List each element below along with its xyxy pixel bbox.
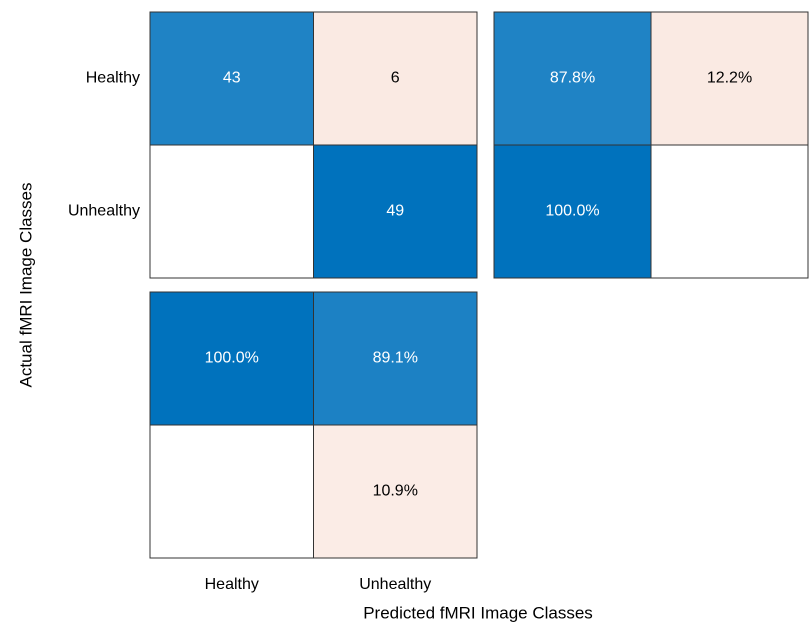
cell-label: 49 <box>386 203 404 220</box>
cell-label: 12.2% <box>707 70 752 87</box>
y-tick-label: Healthy <box>86 70 140 87</box>
x-axis-label: Predicted fMRI Image Classes <box>363 603 593 622</box>
y-axis-label: Actual fMRI Image Classes <box>16 182 35 387</box>
cell <box>313 144 478 279</box>
cell <box>149 291 314 426</box>
cell <box>313 291 478 426</box>
x-tick-label: Healthy <box>205 576 259 593</box>
cell-label: 89.1% <box>373 350 418 367</box>
y-tick-label: Unhealthy <box>68 203 140 220</box>
cell-label: 87.8% <box>550 70 595 87</box>
cell <box>149 11 314 146</box>
cell <box>149 144 314 279</box>
cell <box>650 144 809 279</box>
cell <box>650 11 809 146</box>
cell-label: 100.0% <box>205 350 259 367</box>
cell <box>313 424 478 559</box>
cell <box>313 11 478 146</box>
cell <box>149 424 314 559</box>
cell-label: 43 <box>223 70 241 87</box>
cell-label: 10.9% <box>373 483 418 500</box>
cell-label: 100.0% <box>545 203 599 220</box>
cell <box>493 144 652 279</box>
cell-label: 6 <box>391 70 400 87</box>
x-tick-label: Unhealthy <box>359 576 431 593</box>
cell <box>493 11 652 146</box>
